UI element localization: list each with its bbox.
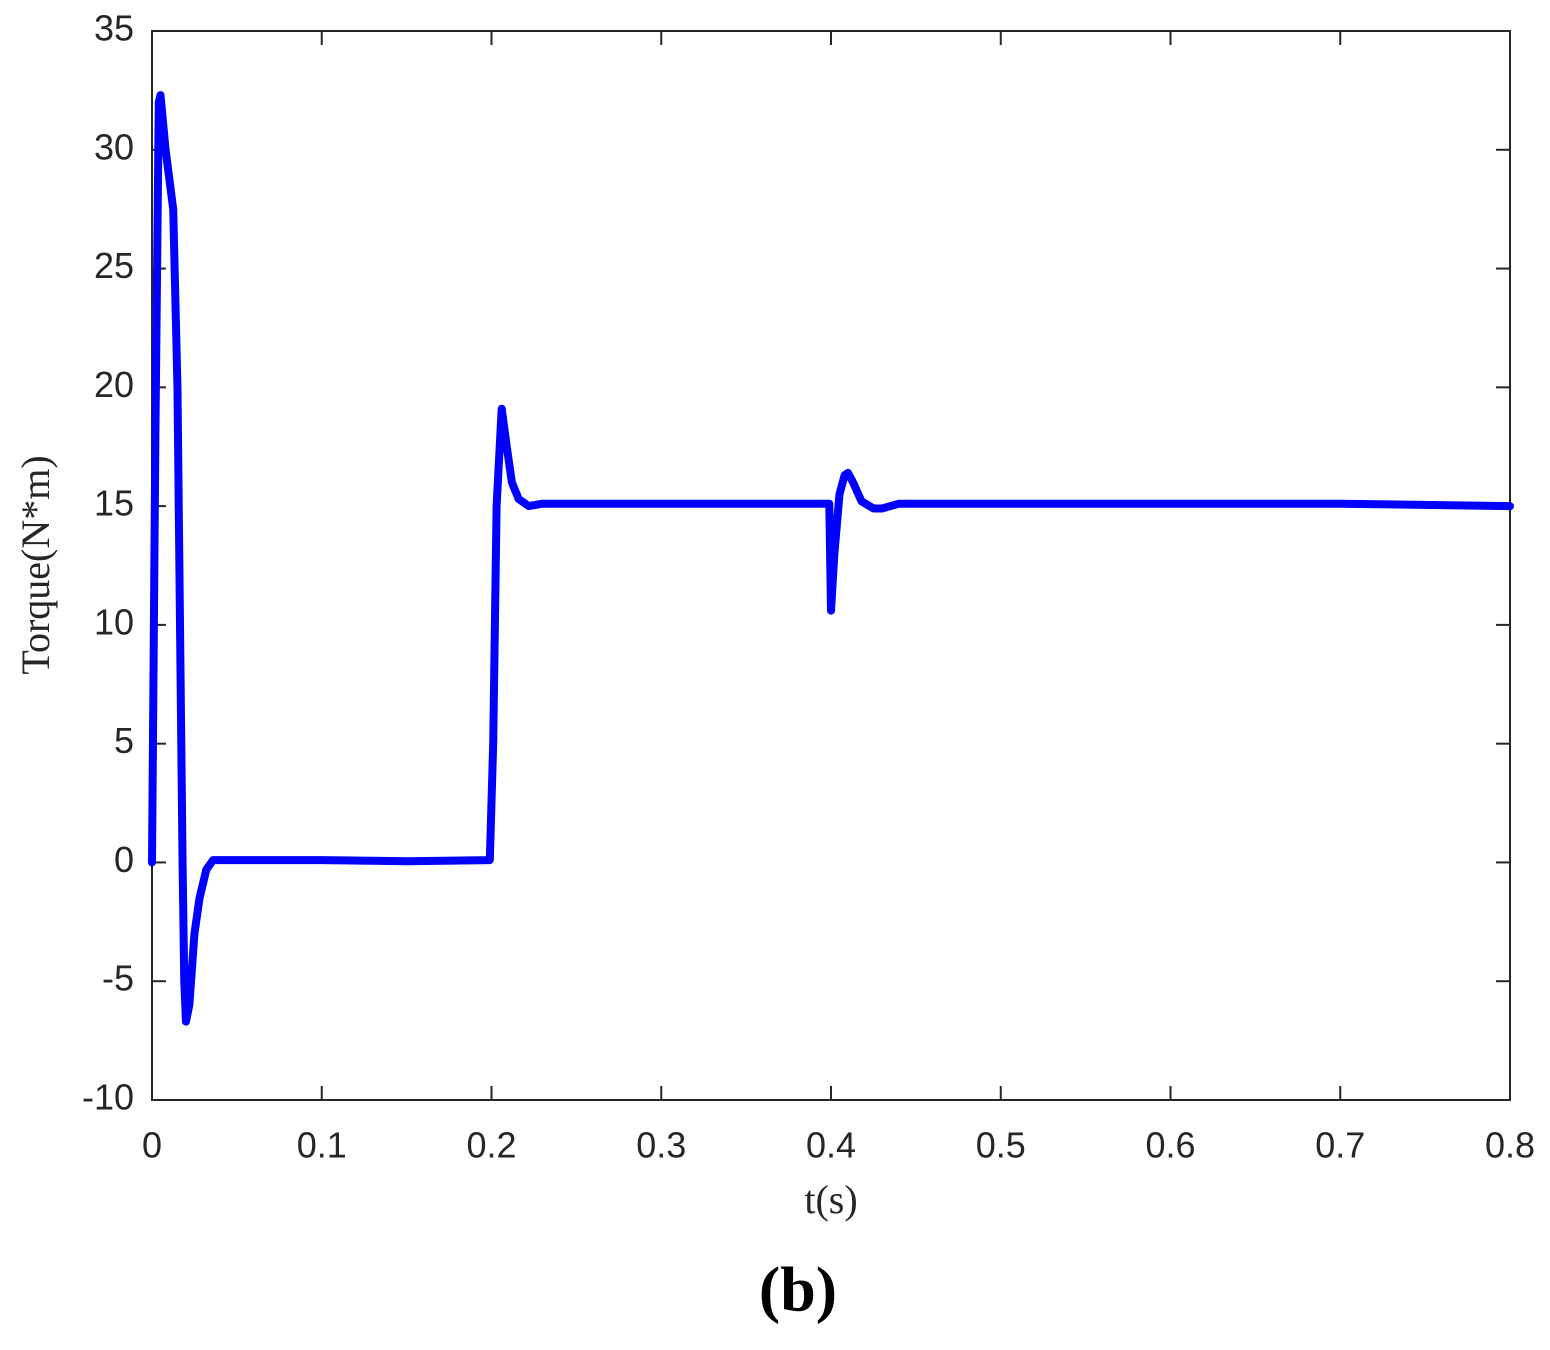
data-line [148, 91, 1514, 1026]
y-axis-label: Torque(N*m) [13, 455, 58, 674]
x-tick-label: 0.2 [466, 1125, 516, 1166]
x-tick-label: 0.8 [1485, 1125, 1535, 1166]
y-tick-label: -10 [82, 1077, 134, 1118]
x-axis-label: t(s) [804, 1177, 857, 1222]
x-tick-label: 0 [142, 1125, 162, 1166]
y-tick-label: 5 [114, 720, 134, 761]
x-tick-label: 0.7 [1315, 1125, 1365, 1166]
y-tick-label: -5 [102, 958, 134, 999]
y-tick-label: 25 [94, 245, 134, 286]
x-tick-label: 0.1 [297, 1125, 347, 1166]
x-tick-label: 0.4 [806, 1125, 856, 1166]
y-tick-label: 20 [94, 364, 134, 405]
y-tick-label: 15 [94, 483, 134, 524]
caption: (b) [759, 1254, 837, 1325]
y-tick-label: 35 [94, 8, 134, 49]
y-tick-label: 10 [94, 601, 134, 642]
y-tick-label: 30 [94, 126, 134, 167]
x-tick-label: 0.6 [1145, 1125, 1195, 1166]
y-tick-label: 0 [114, 839, 134, 880]
x-tick-label: 0.5 [976, 1125, 1026, 1166]
x-tick-label: 0.3 [636, 1125, 686, 1166]
